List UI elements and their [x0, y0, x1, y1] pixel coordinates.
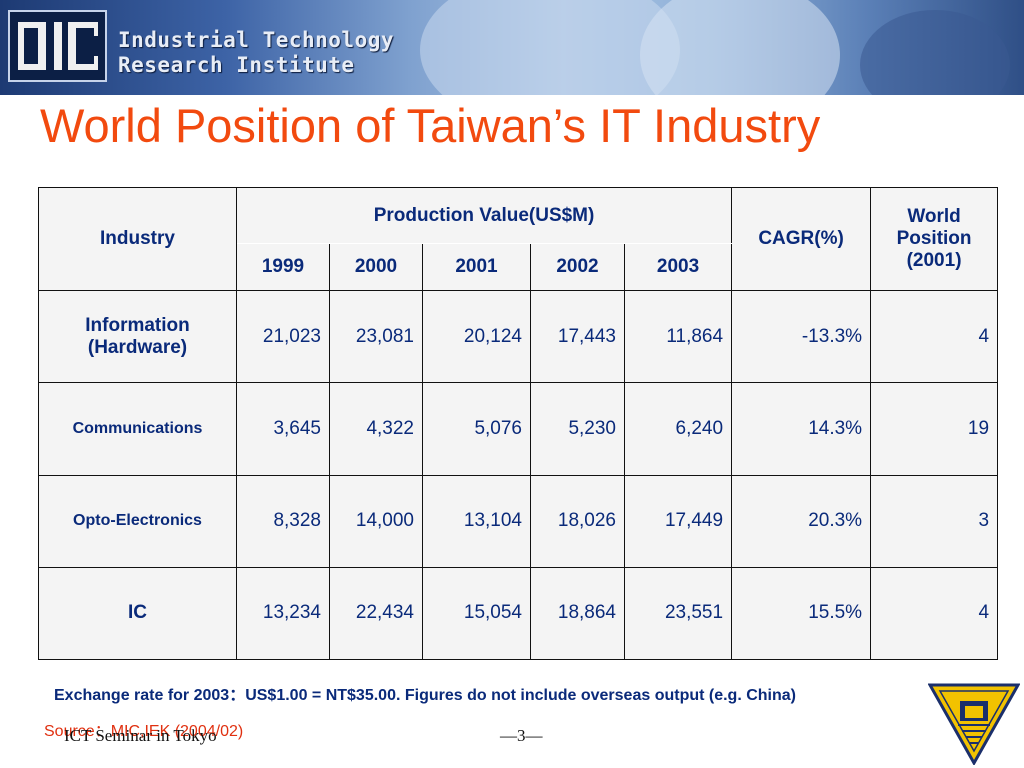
rank-cell: 3 — [870, 474, 999, 568]
value-cell: 17,443 — [530, 290, 625, 384]
university-seal-icon — [928, 683, 1020, 765]
header-industry: Industry — [38, 186, 237, 292]
table-year-row: 1999 2000 2001 2002 2003 — [39, 243, 998, 292]
industry-name-line: Information — [85, 314, 190, 336]
industry-name-line: (Hardware) — [87, 336, 188, 358]
header-banner: Industrial Technology Research Institute — [0, 0, 1024, 95]
institute-name-line1: Industrial Technology — [118, 28, 395, 52]
source-note: Source：MIC,IEK (2004/02) — [44, 723, 244, 740]
banner-photo-shape — [860, 10, 1010, 95]
header-world-position-line: (2001) — [906, 250, 962, 272]
value-cell: 11,864 — [623, 290, 733, 384]
header-year: 2003 — [623, 243, 733, 292]
itri-logo — [8, 10, 107, 82]
institute-name-line2: Research Institute — [118, 53, 355, 77]
industry-name: IC — [38, 566, 237, 661]
value-cell: 18,864 — [530, 566, 625, 661]
value-cell: 8,328 — [236, 474, 330, 568]
header-world-position-line: World — [907, 206, 961, 228]
exchange-rate-note: Exchange rate for 2003：US$1.00 = NT$35.0… — [54, 687, 796, 704]
rank-cell: 4 — [870, 290, 999, 384]
footer-event: ICT Seminar in Tokyo — [64, 726, 217, 745]
table-row: Opto-Electronics 8,328 14,000 13,104 18,… — [38, 474, 999, 568]
table-header-row: Industry Production Value(US$M) CAGR(%) … — [38, 186, 999, 292]
header-world-position-line: Position — [896, 228, 972, 250]
header-production-value: Production Value(US$M) — [235, 186, 733, 245]
header-year: 2002 — [530, 243, 625, 292]
cagr-cell: 20.3% — [731, 474, 872, 568]
industry-name: Opto-Electronics — [38, 474, 237, 568]
institute-name: Industrial Technology Research Institute — [118, 28, 394, 78]
value-cell: 23,081 — [329, 290, 423, 384]
value-cell: 20,124 — [422, 290, 531, 384]
value-cell: 4,322 — [329, 382, 423, 476]
value-cell: 22,434 — [329, 566, 423, 661]
header-world-position: World Position (2001) — [870, 186, 999, 292]
table-row: Communications 3,645 4,322 5,076 5,230 6… — [38, 382, 999, 476]
banner-photo-shape — [640, 0, 840, 95]
table-row: Information (Hardware) 21,023 23,081 20,… — [38, 290, 999, 384]
value-cell: 6,240 — [623, 382, 733, 476]
banner-photo-shape — [420, 0, 680, 95]
page-number: —3— — [500, 726, 543, 745]
value-cell: 17,449 — [623, 474, 733, 568]
cagr-cell: 14.3% — [731, 382, 872, 476]
rank-cell: 4 — [870, 566, 999, 661]
value-cell: 23,551 — [623, 566, 733, 661]
header-year: 2001 — [422, 243, 531, 292]
value-cell: 15,054 — [422, 566, 531, 661]
value-cell: 5,076 — [422, 382, 531, 476]
header-year: 2000 — [329, 243, 423, 292]
value-cell: 3,645 — [236, 382, 330, 476]
value-cell: 14,000 — [329, 474, 423, 568]
rank-cell: 19 — [870, 382, 999, 476]
value-cell: 5,230 — [530, 382, 625, 476]
value-cell: 13,234 — [236, 566, 330, 661]
industry-name: Communications — [38, 382, 237, 476]
industry-table: Industry Production Value(US$M) CAGR(%) … — [38, 186, 999, 661]
cagr-cell: -13.3% — [731, 290, 872, 384]
industry-name: Information (Hardware) — [38, 290, 237, 384]
cagr-cell: 15.5% — [731, 566, 872, 661]
value-cell: 21,023 — [236, 290, 330, 384]
value-cell: 18,026 — [530, 474, 625, 568]
value-cell: 13,104 — [422, 474, 531, 568]
itri-logo-icon — [18, 22, 98, 70]
table-row: IC 13,234 22,434 15,054 18,864 23,551 15… — [38, 566, 999, 661]
header-year: 1999 — [236, 243, 330, 292]
slide-title: World Position of Taiwan’s IT Industry — [40, 99, 821, 152]
header-cagr: CAGR(%) — [731, 186, 872, 292]
